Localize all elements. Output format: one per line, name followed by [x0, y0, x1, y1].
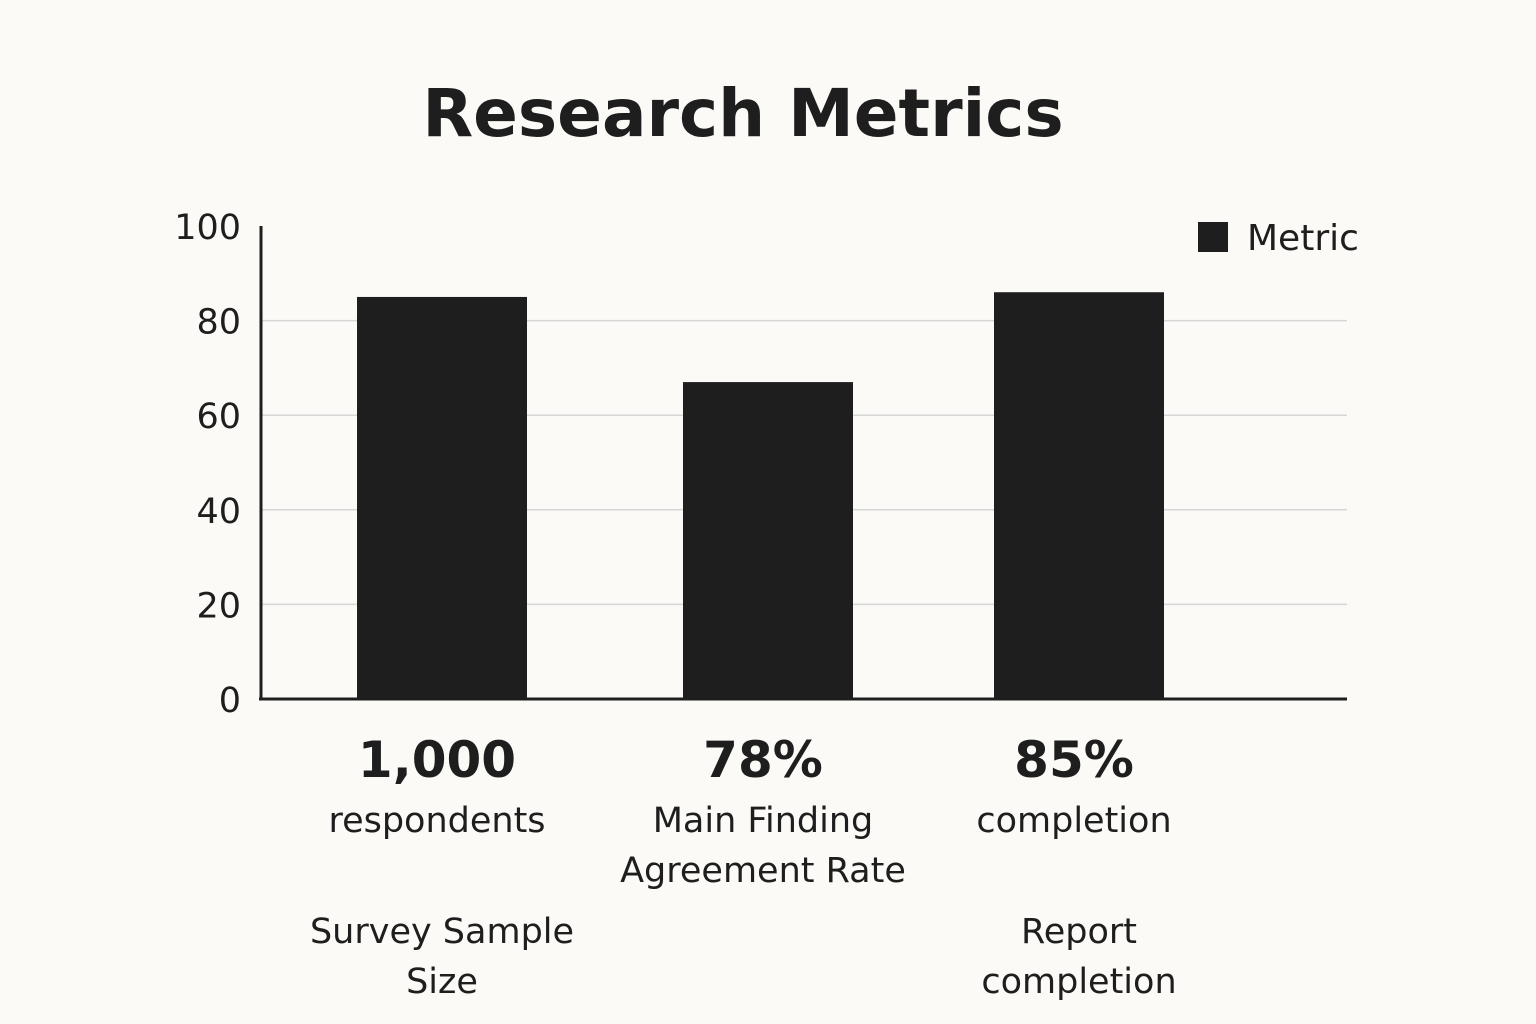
bar [994, 292, 1164, 699]
category-description: Size [406, 962, 478, 1002]
bar-value-caption: completion [976, 801, 1171, 841]
y-tick-label: 0 [219, 681, 241, 721]
category-description: Report [1021, 912, 1137, 952]
y-tick-label: 60 [196, 397, 241, 437]
y-tick-label: 20 [196, 586, 241, 626]
y-tick-label: 100 [174, 208, 241, 248]
legend: Metric [1198, 218, 1359, 259]
bar [683, 382, 853, 699]
y-tick-label: 80 [196, 303, 241, 343]
y-axis-ticks: 0 20 40 60 80 100 [174, 208, 241, 721]
bars [357, 292, 1164, 699]
bar-value-caption: Main Finding [653, 801, 874, 841]
legend-swatch [1198, 222, 1228, 252]
bar-value-caption: Agreement Rate [620, 851, 906, 891]
chart-title: Research Metrics [422, 75, 1063, 152]
category-labels: 1,000 respondents Survey Sample Size 78% Main… [310, 731, 1177, 1002]
bar [357, 296, 527, 699]
y-tick-label: 40 [196, 492, 241, 532]
legend-label: Metric [1247, 218, 1359, 259]
bar-value-label: 1,000 [358, 731, 516, 789]
bar-value-label: 78% [703, 731, 823, 789]
axes [259, 226, 1347, 701]
bar-value-caption: respondents [328, 801, 545, 841]
bar-value-label: 85% [1014, 731, 1134, 789]
category-description: Survey Sample [310, 912, 574, 952]
category-description: completion [981, 962, 1176, 1002]
